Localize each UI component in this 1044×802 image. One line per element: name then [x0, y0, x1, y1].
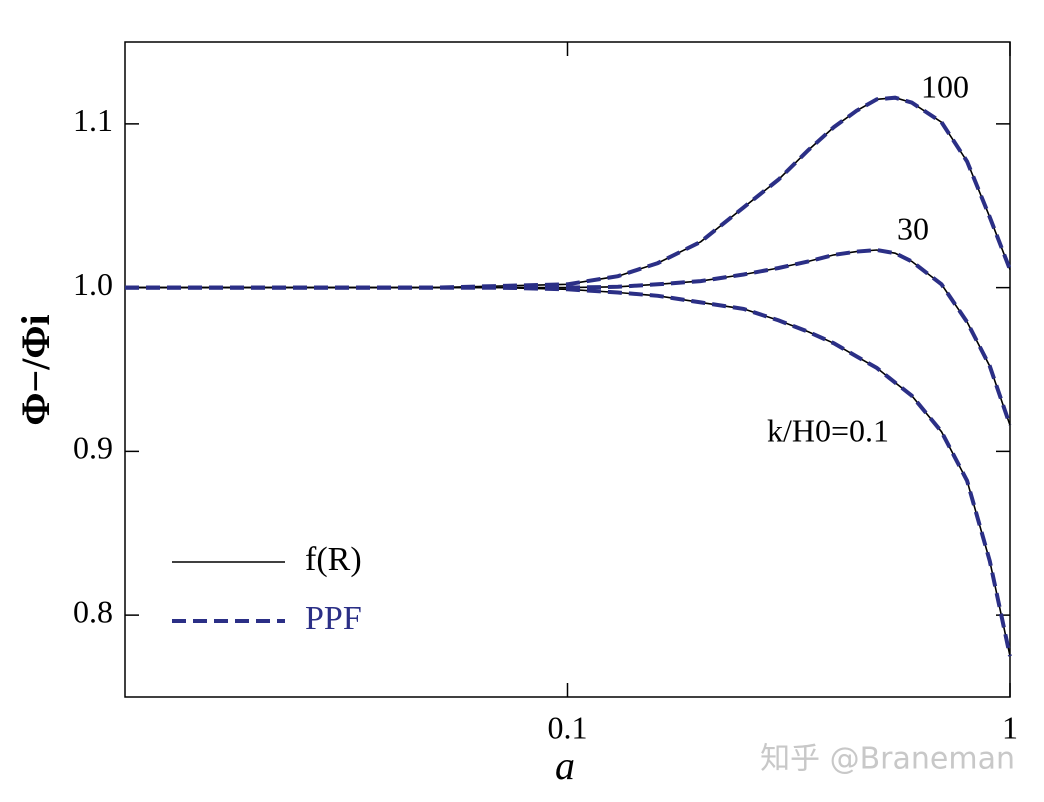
- watermark: 知乎 @Braneman: [760, 742, 1015, 777]
- y-tick-label: 0.9: [73, 430, 113, 466]
- curve-label: 100: [921, 68, 969, 104]
- x-tick-label: 1: [1002, 709, 1018, 745]
- ppf-curve: [125, 247, 1012, 426]
- curve-label: 30: [897, 210, 929, 246]
- legend-label: PPF: [305, 600, 362, 637]
- curve-label: k/H0=0.1: [767, 412, 889, 448]
- y-tick-label: 1.1: [73, 102, 113, 138]
- legend-label: f(R): [305, 541, 362, 578]
- y-axis-label: Φ−/Φi: [13, 314, 58, 425]
- fr-curve: [125, 286, 1011, 657]
- fr-curve: [125, 249, 1011, 426]
- x-axis-label: a: [555, 743, 575, 788]
- fr-curve: [125, 96, 1011, 289]
- y-tick-label: 0.8: [73, 593, 113, 629]
- x-tick-label: 0.1: [548, 709, 588, 745]
- ppf-curve: [125, 95, 1012, 290]
- ppf-curve: [125, 285, 1012, 657]
- y-tick-label: 1.0: [73, 266, 113, 302]
